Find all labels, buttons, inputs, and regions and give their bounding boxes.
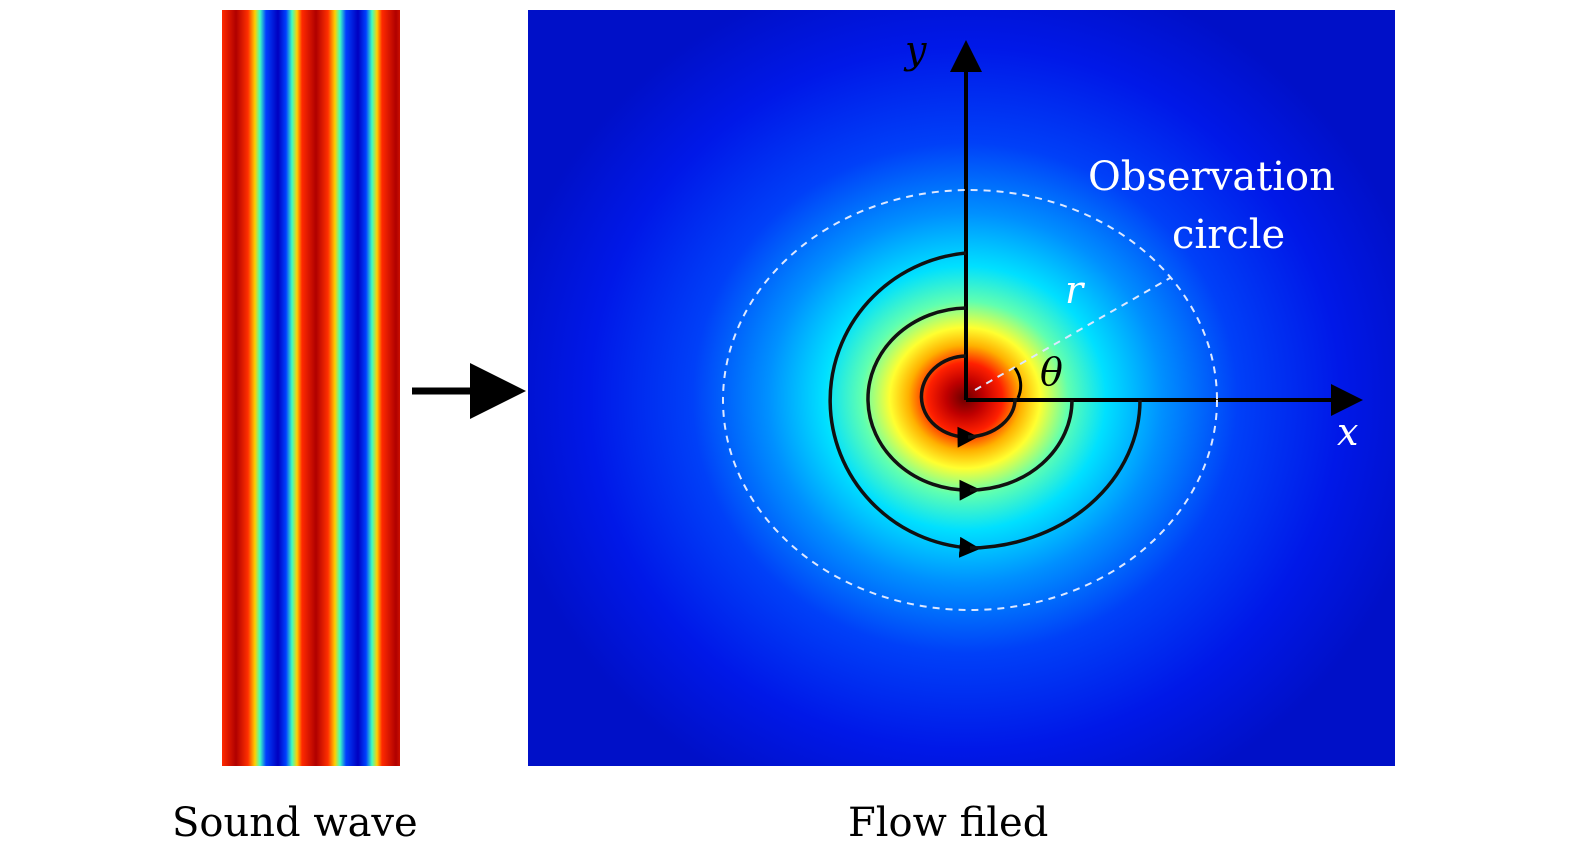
flow-field-image (528, 10, 1395, 766)
angle-arc (1013, 367, 1023, 399)
y-axis-label: y (905, 28, 927, 72)
sound-wave-image (222, 10, 400, 766)
observation-circle (722, 189, 1218, 611)
radius-line (974, 277, 1171, 391)
circle-label: circle (1172, 212, 1286, 258)
observation-label: Observation (1088, 154, 1335, 200)
x-axis-label: x (1337, 410, 1359, 454)
radius-label: r (1065, 268, 1084, 312)
flow-field-caption: Flow filed (848, 800, 1049, 846)
angle-label: θ (1040, 350, 1063, 394)
streamline-spiral (828, 251, 1142, 558)
sound-wave-caption: Sound wave (172, 800, 418, 846)
